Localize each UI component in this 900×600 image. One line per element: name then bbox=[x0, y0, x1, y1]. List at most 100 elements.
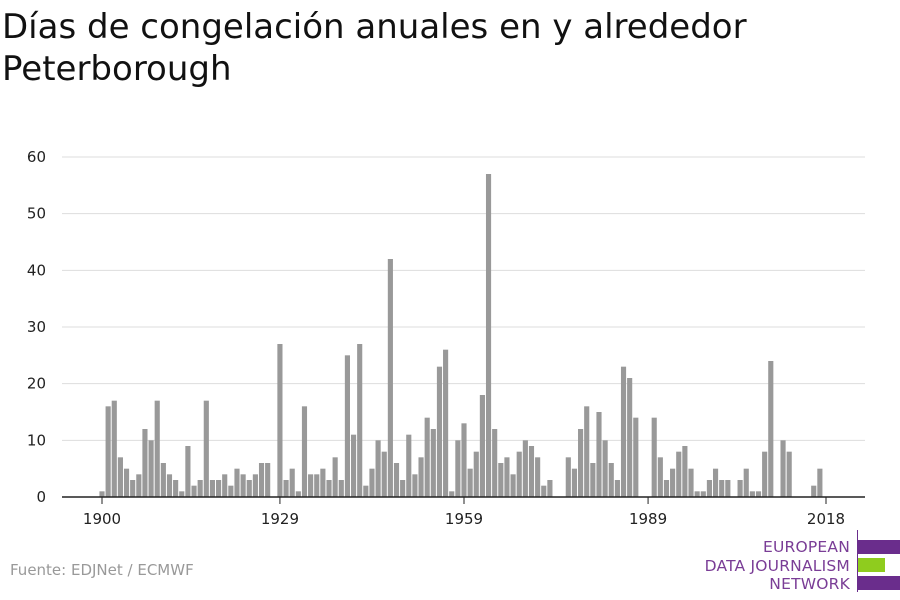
bar bbox=[105, 406, 111, 497]
bar bbox=[436, 366, 443, 497]
bar bbox=[277, 344, 283, 497]
bar bbox=[449, 491, 455, 497]
bar bbox=[516, 451, 522, 497]
logo-line-european: EUROPEAN bbox=[762, 538, 850, 556]
bar bbox=[682, 446, 688, 497]
bar bbox=[455, 440, 461, 497]
bar bbox=[344, 355, 350, 497]
bars bbox=[99, 174, 823, 497]
x-tick-label: 1900 bbox=[83, 510, 121, 528]
y-tick-label: 60 bbox=[27, 148, 46, 166]
bar bbox=[424, 417, 430, 497]
bar bbox=[228, 485, 234, 497]
bar bbox=[357, 344, 363, 497]
logo-divider bbox=[857, 530, 858, 592]
logo-bar-purple-top bbox=[858, 540, 900, 554]
bar bbox=[320, 468, 326, 497]
x-tick-label: 1989 bbox=[629, 510, 667, 528]
bar bbox=[203, 400, 209, 497]
bar bbox=[338, 480, 344, 497]
y-tick-label: 40 bbox=[27, 261, 46, 279]
bar bbox=[350, 434, 357, 497]
bar bbox=[234, 468, 240, 497]
bar bbox=[240, 474, 246, 497]
bar bbox=[688, 468, 694, 497]
bar bbox=[301, 406, 308, 497]
bar bbox=[265, 463, 271, 497]
x-tick-label: 2018 bbox=[807, 510, 845, 528]
bar bbox=[130, 480, 136, 497]
bar bbox=[755, 491, 762, 497]
bar bbox=[314, 474, 320, 497]
bar bbox=[209, 480, 216, 497]
bar bbox=[393, 463, 400, 497]
logo-line-data-journalism: DATA JOURNALISM bbox=[704, 557, 850, 575]
bar bbox=[651, 417, 657, 497]
bar bbox=[166, 474, 173, 497]
bar bbox=[627, 378, 633, 497]
bar bbox=[565, 457, 571, 497]
bar bbox=[136, 474, 142, 497]
bar bbox=[295, 491, 301, 497]
bar bbox=[706, 480, 712, 497]
y-tick-label: 10 bbox=[27, 431, 46, 449]
source-note: Fuente: EDJNet / ECMWF bbox=[10, 561, 194, 579]
bar bbox=[430, 429, 436, 497]
bar bbox=[620, 366, 627, 497]
bar bbox=[117, 457, 123, 497]
bar bbox=[197, 480, 203, 497]
bar bbox=[173, 480, 179, 497]
bar bbox=[246, 480, 252, 497]
bar bbox=[332, 457, 338, 497]
bar bbox=[179, 491, 185, 497]
bar bbox=[510, 474, 516, 497]
bar bbox=[412, 474, 418, 497]
bar bbox=[602, 440, 608, 497]
edjnet-logo[interactable]: EUROPEAN DATA JOURNALISM NETWORK bbox=[690, 528, 900, 594]
bar bbox=[541, 485, 547, 497]
logo-line-network: NETWORK bbox=[769, 575, 850, 593]
y-axis-ticks: 0 10 20 30 40 50 60 bbox=[27, 148, 46, 506]
bar bbox=[596, 412, 602, 497]
bar bbox=[381, 451, 387, 497]
bar bbox=[663, 480, 670, 497]
x-axis: 1900 1929 1959 1989 2018 bbox=[62, 496, 865, 528]
y-tick-label: 0 bbox=[36, 488, 46, 506]
bar bbox=[461, 423, 467, 497]
bar bbox=[185, 446, 191, 497]
bar bbox=[326, 480, 332, 497]
bar bbox=[712, 468, 719, 497]
bar bbox=[657, 457, 663, 497]
y-tick-label: 20 bbox=[27, 375, 46, 393]
bar bbox=[535, 457, 541, 497]
bar bbox=[485, 174, 492, 497]
bar bbox=[504, 457, 510, 497]
bar bbox=[154, 400, 160, 497]
bar bbox=[142, 429, 148, 497]
bar bbox=[633, 417, 639, 497]
bar bbox=[400, 480, 406, 497]
bar bbox=[123, 468, 130, 497]
bar bbox=[406, 434, 412, 497]
y-tick-label: 30 bbox=[27, 318, 46, 336]
bar bbox=[522, 440, 528, 497]
gridlines bbox=[62, 156, 865, 441]
bar bbox=[762, 451, 768, 497]
bar bbox=[369, 468, 375, 497]
bar bbox=[473, 451, 479, 497]
bar bbox=[614, 480, 620, 497]
bar bbox=[670, 468, 676, 497]
bar bbox=[528, 446, 535, 497]
bar bbox=[191, 485, 197, 497]
bar bbox=[780, 440, 786, 497]
bar bbox=[694, 491, 700, 497]
bar bbox=[443, 349, 449, 497]
bar bbox=[375, 440, 381, 497]
bar bbox=[811, 485, 817, 497]
bar bbox=[817, 468, 823, 497]
bar bbox=[719, 480, 725, 497]
bar bbox=[737, 480, 743, 497]
bar bbox=[725, 480, 731, 497]
bar bbox=[479, 395, 485, 497]
